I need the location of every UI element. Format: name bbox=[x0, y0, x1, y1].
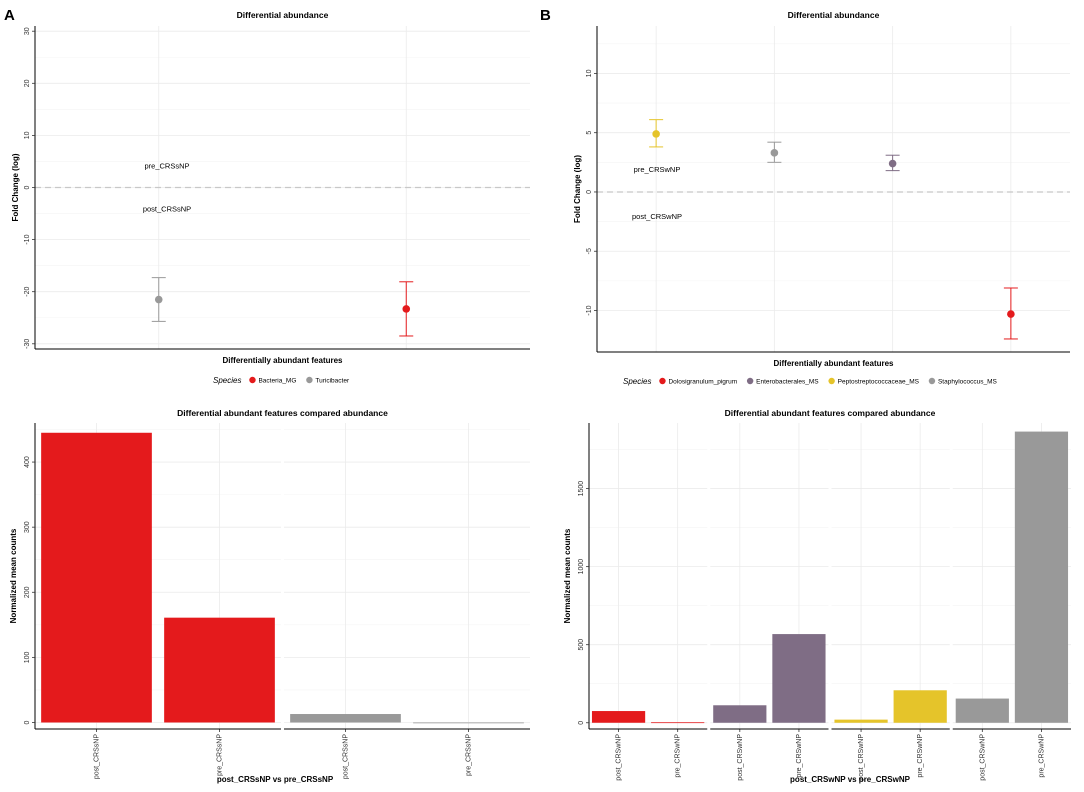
panel-d-title: Differential abundant features compared … bbox=[725, 408, 936, 418]
panel-b-legend-key-Dolosigranulum_pigrum bbox=[659, 377, 666, 385]
panel-b-annotation-below: post_CRSwNP bbox=[632, 212, 682, 221]
panel-c-title: Differential abundant features compared … bbox=[177, 408, 388, 418]
panel-d-bar-Dolosigranulum_pigrum-pre_CRSwNP bbox=[651, 722, 705, 724]
panel-b-y-tick-label: 5 bbox=[586, 131, 593, 135]
panel-c-y-tick-label: 300 bbox=[24, 521, 31, 533]
panel-a-point-Turicibacter bbox=[154, 295, 163, 304]
panel-d-bar-Enterobacterales_MS-pre_CRSwNP bbox=[772, 634, 826, 723]
panel-d-y-axis-title: Normalized mean counts bbox=[563, 528, 572, 623]
panel-b-y-tick-label: 10 bbox=[586, 69, 593, 77]
panel-c-bar-Turicibacter-pre_CRSsNP bbox=[413, 722, 524, 724]
panel-b-point-Enterobacterales_MS bbox=[888, 159, 897, 168]
panel-c-bar-Bacteria_MG-post_CRSsNP bbox=[41, 432, 152, 723]
panel-b-y-tick-label: -10 bbox=[586, 305, 593, 315]
panel-a-y-axis-title: Fold Change (log) bbox=[11, 153, 20, 221]
panel-b-legend-label-Dolosigranulum_pigrum: Dolosigranulum_pigrum bbox=[668, 379, 737, 386]
panel-b-point-Staphylococcus_MS bbox=[770, 149, 779, 157]
panel-d-y-tick-label: 1500 bbox=[578, 481, 585, 497]
panel-d-chart: Differential abundant features compared … bbox=[563, 408, 1071, 784]
panel-d-bar-Dolosigranulum_pigrum-post_CRSwNP bbox=[591, 711, 646, 723]
panel-c-y-tick-label: 200 bbox=[24, 586, 31, 598]
panel-c-y-axis-title: Normalized mean counts bbox=[9, 528, 18, 623]
panel-a-title: Differential abundance bbox=[237, 10, 329, 20]
panel-d-bar-Enterobacterales_MS-post_CRSwNP bbox=[713, 705, 767, 723]
panel-c-x-tick-label: pre_CRSsNP bbox=[466, 734, 473, 776]
panel-a-legend-label-Turicibacter: Turicibacter bbox=[315, 378, 350, 385]
panel-b-annotation-above: pre_CRSwNP bbox=[634, 165, 681, 174]
panel-b-point-Peptostreptococcaceae_MS bbox=[652, 130, 660, 138]
panel-b-legend-key-Staphylococcus_MS bbox=[928, 377, 936, 385]
panel-a-legend-key-Turicibacter bbox=[306, 376, 313, 384]
panel-c-bar-Turicibacter-post_CRSsNP bbox=[290, 714, 401, 723]
panel-b-point-Dolosigranulum_pigrum bbox=[1007, 310, 1015, 318]
panel-d-x-tick-label: pre_CRSwNP bbox=[675, 734, 682, 778]
panel-b-y-axis-title: Fold Change (log) bbox=[573, 155, 582, 223]
panel-a-y-tick-label: -30 bbox=[24, 339, 31, 349]
panel-d-y-tick-label: 0 bbox=[578, 721, 585, 725]
panel-c-chart: Differential abundant features compared … bbox=[9, 408, 530, 784]
panel-a-legend-title: Species bbox=[213, 376, 241, 385]
panel-b-y-tick-label: -5 bbox=[586, 248, 593, 254]
panel-a-y-tick-label: 30 bbox=[24, 27, 31, 35]
panel-d-bar-Peptostreptococcaceae_MS-pre_CRSwNP bbox=[893, 690, 947, 723]
panel-c-y-tick-label: 400 bbox=[24, 456, 31, 468]
panel-a-y-tick-label: 0 bbox=[24, 185, 31, 189]
panel-b-y-tick-label: 0 bbox=[586, 190, 593, 194]
panel-d-bar-Staphylococcus_MS-pre_CRSwNP bbox=[1014, 431, 1069, 723]
panel-a-point-Bacteria_MG bbox=[402, 305, 411, 313]
panel-a-legend-label-Bacteria_MG: Bacteria_MG bbox=[258, 378, 296, 385]
panel-c-y-tick-label: 100 bbox=[24, 651, 31, 663]
panel-a-chart: Differential abundance pre_CRSsNP post_CRS… bbox=[11, 10, 530, 385]
panel-a-y-tick-label: 20 bbox=[24, 79, 31, 87]
panel-d-x-tick-label: post_CRSwNP bbox=[737, 734, 744, 781]
panel-d-y-tick-label: 1000 bbox=[578, 559, 585, 575]
panel-c-x-axis-title: post_CRSsNP vs pre_CRSsNP bbox=[217, 775, 334, 784]
panel-c-y-tick-label: 0 bbox=[24, 720, 31, 724]
panel-b-legend-label-Peptostreptococcaceae_MS: Peptostreptococcaceae_MS bbox=[838, 379, 920, 386]
panel-b-chart: Differential abundance pre_CRSwNP post_CRS… bbox=[573, 10, 1070, 386]
panel-a-y-tick-label: -10 bbox=[24, 234, 31, 244]
panel-b-legend-label-Staphylococcus_MS: Staphylococcus_MS bbox=[938, 379, 998, 386]
panel-a-annotation-above: pre_CRSsNP bbox=[144, 162, 189, 171]
panel-b-legend-label-Enterobacterales_MS: Enterobacterales_MS bbox=[756, 379, 819, 386]
panel-d-x-tick-label: post_CRSwNP bbox=[979, 734, 986, 781]
panel-d-bar-Staphylococcus_MS-post_CRSwNP bbox=[955, 698, 1009, 723]
panel-c-x-tick-label: post_CRSsNP bbox=[343, 734, 350, 779]
panel-d-y-tick-label: 500 bbox=[578, 639, 585, 651]
panel-b-legend-key-Enterobacterales_MS bbox=[746, 377, 754, 385]
panel-d-bar-Peptostreptococcaceae_MS-post_CRSwNP bbox=[834, 719, 888, 723]
panel-b-legend-key-Peptostreptococcaceae_MS bbox=[828, 377, 835, 385]
panel-label-b: B bbox=[540, 7, 551, 24]
panel-d-x-tick-label: post_CRSwNP bbox=[616, 734, 623, 781]
panel-a-y-tick-label: -20 bbox=[24, 287, 31, 297]
panel-a-annotation-below: post_CRSsNP bbox=[143, 205, 191, 214]
panel-b-x-axis-title: Differentially abundant features bbox=[773, 359, 894, 368]
panel-d-x-tick-label: pre_CRSwNP bbox=[917, 734, 924, 778]
panel-a-y-tick-label: 10 bbox=[24, 131, 31, 139]
panel-d-x-tick-label: pre_CRSwNP bbox=[1038, 734, 1045, 778]
panel-b-legend-title: Species bbox=[623, 377, 651, 386]
panel-c-x-tick-label: pre_CRSsNP bbox=[217, 734, 224, 776]
panel-c-x-tick-label: post_CRSsNP bbox=[94, 734, 101, 779]
panel-d-x-tick-label: pre_CRSwNP bbox=[796, 734, 803, 778]
panel-c-bar-Bacteria_MG-pre_CRSsNP bbox=[164, 617, 275, 723]
panel-a-legend-key-Bacteria_MG bbox=[249, 376, 256, 384]
panel-label-a: A bbox=[4, 7, 15, 24]
panel-d-x-axis-title: post_CRSwNP vs pre_CRSwNP bbox=[790, 775, 911, 784]
panel-b-title: Differential abundance bbox=[788, 10, 880, 20]
panel-a-x-axis-title: Differentially abundant features bbox=[222, 356, 343, 365]
panel-d-x-tick-label: post_CRSwNP bbox=[858, 734, 865, 781]
